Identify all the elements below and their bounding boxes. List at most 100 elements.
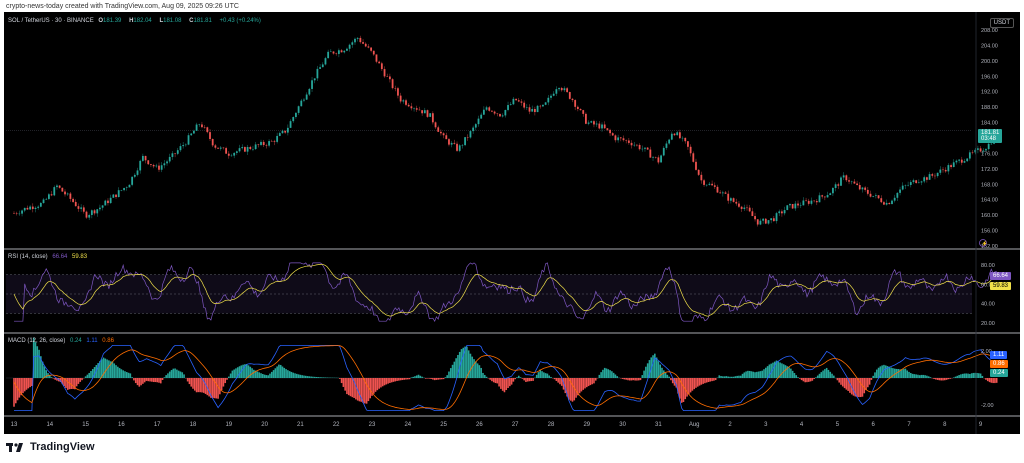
macd-histogram-bar (29, 378, 31, 388)
macd-histogram-bar (553, 378, 556, 380)
candle-body (423, 110, 426, 114)
macd-histogram-bar (142, 378, 144, 384)
macd-histogram-bar (496, 378, 499, 384)
macd-histogram-bar (204, 378, 207, 394)
macd-histogram-bar (865, 378, 867, 391)
macd-histogram-bar (918, 375, 921, 378)
candle-body (778, 211, 781, 214)
macd-histogram-bar (54, 378, 56, 380)
candle-body (431, 113, 434, 123)
macd-histogram-bar (988, 378, 991, 383)
currency-button[interactable]: USDT (989, 18, 1014, 28)
macd-histogram-bar (675, 378, 678, 388)
candle-body (810, 200, 813, 204)
macd-histogram-bar (645, 366, 647, 378)
candle-body (117, 190, 120, 197)
candle-body (308, 88, 311, 95)
candle-body (80, 207, 83, 209)
candle-body (544, 102, 547, 105)
macd-histogram-bar (222, 378, 225, 387)
candle-body (552, 93, 555, 96)
candle-body (493, 111, 496, 114)
macd-histogram-bar (867, 378, 869, 388)
macd-histogram-bar (906, 370, 909, 378)
candle-body (324, 58, 327, 65)
candle-body (864, 187, 867, 190)
candle-body (211, 138, 214, 146)
macd-histogram-bar (974, 372, 977, 378)
macd-histogram-bar (689, 378, 692, 393)
macd-histogram-bar (852, 378, 855, 396)
macd-histogram-bar (602, 369, 604, 378)
macd-histogram-bar (475, 361, 477, 378)
price-tick-label: 188.00 (981, 105, 998, 111)
candle-body (813, 200, 816, 202)
candle-body (53, 187, 56, 196)
candle-body (163, 163, 166, 166)
macd-histogram-bar (995, 378, 998, 383)
macd-histogram-bar (799, 378, 801, 379)
candle-body (66, 193, 69, 195)
candle-body (947, 165, 950, 172)
candle-body (399, 95, 402, 102)
candle-body (389, 76, 391, 80)
time-tick-label: 17 (154, 422, 161, 428)
candle-body (560, 88, 563, 91)
macd-histogram-bar (935, 378, 937, 380)
macd-histogram-bar (893, 368, 896, 378)
time-tick-label: 30 (619, 422, 626, 428)
macd-histogram-bar (741, 373, 744, 378)
macd-histogram-bar (313, 376, 316, 378)
candle-body (563, 88, 566, 91)
macd-histogram-bar (355, 378, 357, 400)
candle-body (434, 122, 437, 128)
candle-body (630, 142, 633, 146)
candle-body (21, 210, 23, 214)
candle-body (982, 150, 985, 152)
macd-histogram-bar (646, 363, 649, 378)
macd-histogram-bar (575, 378, 577, 398)
macd-histogram-bar (43, 366, 46, 378)
macd-histogram-bar (707, 378, 710, 383)
macd-histogram-bar (770, 363, 772, 378)
macd-histogram-bar (263, 374, 266, 378)
candle-body (883, 202, 885, 205)
candle-body (662, 147, 665, 156)
time-tick-label: 24 (404, 422, 411, 428)
chart-canvas[interactable]: 208.00204.00200.00196.00192.00188.00184.… (4, 12, 1020, 434)
macd-histogram-bar (219, 378, 221, 395)
macd-histogram-bar (177, 370, 180, 378)
macd-histogram-bar (260, 373, 262, 378)
candle-body (453, 142, 456, 144)
candle-body (576, 106, 579, 109)
macd-histogram-bar (648, 360, 651, 378)
candle-body (555, 89, 558, 94)
candle-body (907, 184, 910, 186)
candle-body (397, 88, 399, 96)
price-tick-label: 172.00 (981, 167, 998, 173)
macd-histogram-bar (415, 375, 418, 378)
macd-histogram-bar (763, 369, 765, 378)
candle-body (966, 158, 969, 162)
macd-histogram-bar (748, 370, 751, 378)
macd-histogram-bar (722, 376, 724, 378)
rsi-tick-label: 40.00 (981, 302, 995, 308)
candle-body (520, 101, 523, 103)
macd-histogram-bar (136, 378, 139, 386)
alert-icon[interactable] (979, 239, 987, 247)
macd-histogram-bar (607, 369, 610, 378)
macd-histogram-bar (390, 378, 393, 383)
tradingview-logo[interactable]: TradingView (6, 441, 95, 453)
macd-histogram-bar (195, 378, 198, 393)
price-tick-label: 152.00 (981, 244, 998, 250)
candle-body (29, 206, 32, 210)
macd-histogram-bar (151, 378, 153, 382)
macd-histogram-bar (915, 374, 917, 378)
macd-histogram-bar (446, 375, 448, 378)
macd-histogram-bar (485, 376, 488, 378)
macd-histogram-bar (591, 378, 593, 385)
candle-body (348, 44, 351, 49)
candle-body (646, 147, 649, 150)
macd-histogram-bar (677, 378, 679, 394)
macd-histogram-bar (790, 368, 792, 378)
